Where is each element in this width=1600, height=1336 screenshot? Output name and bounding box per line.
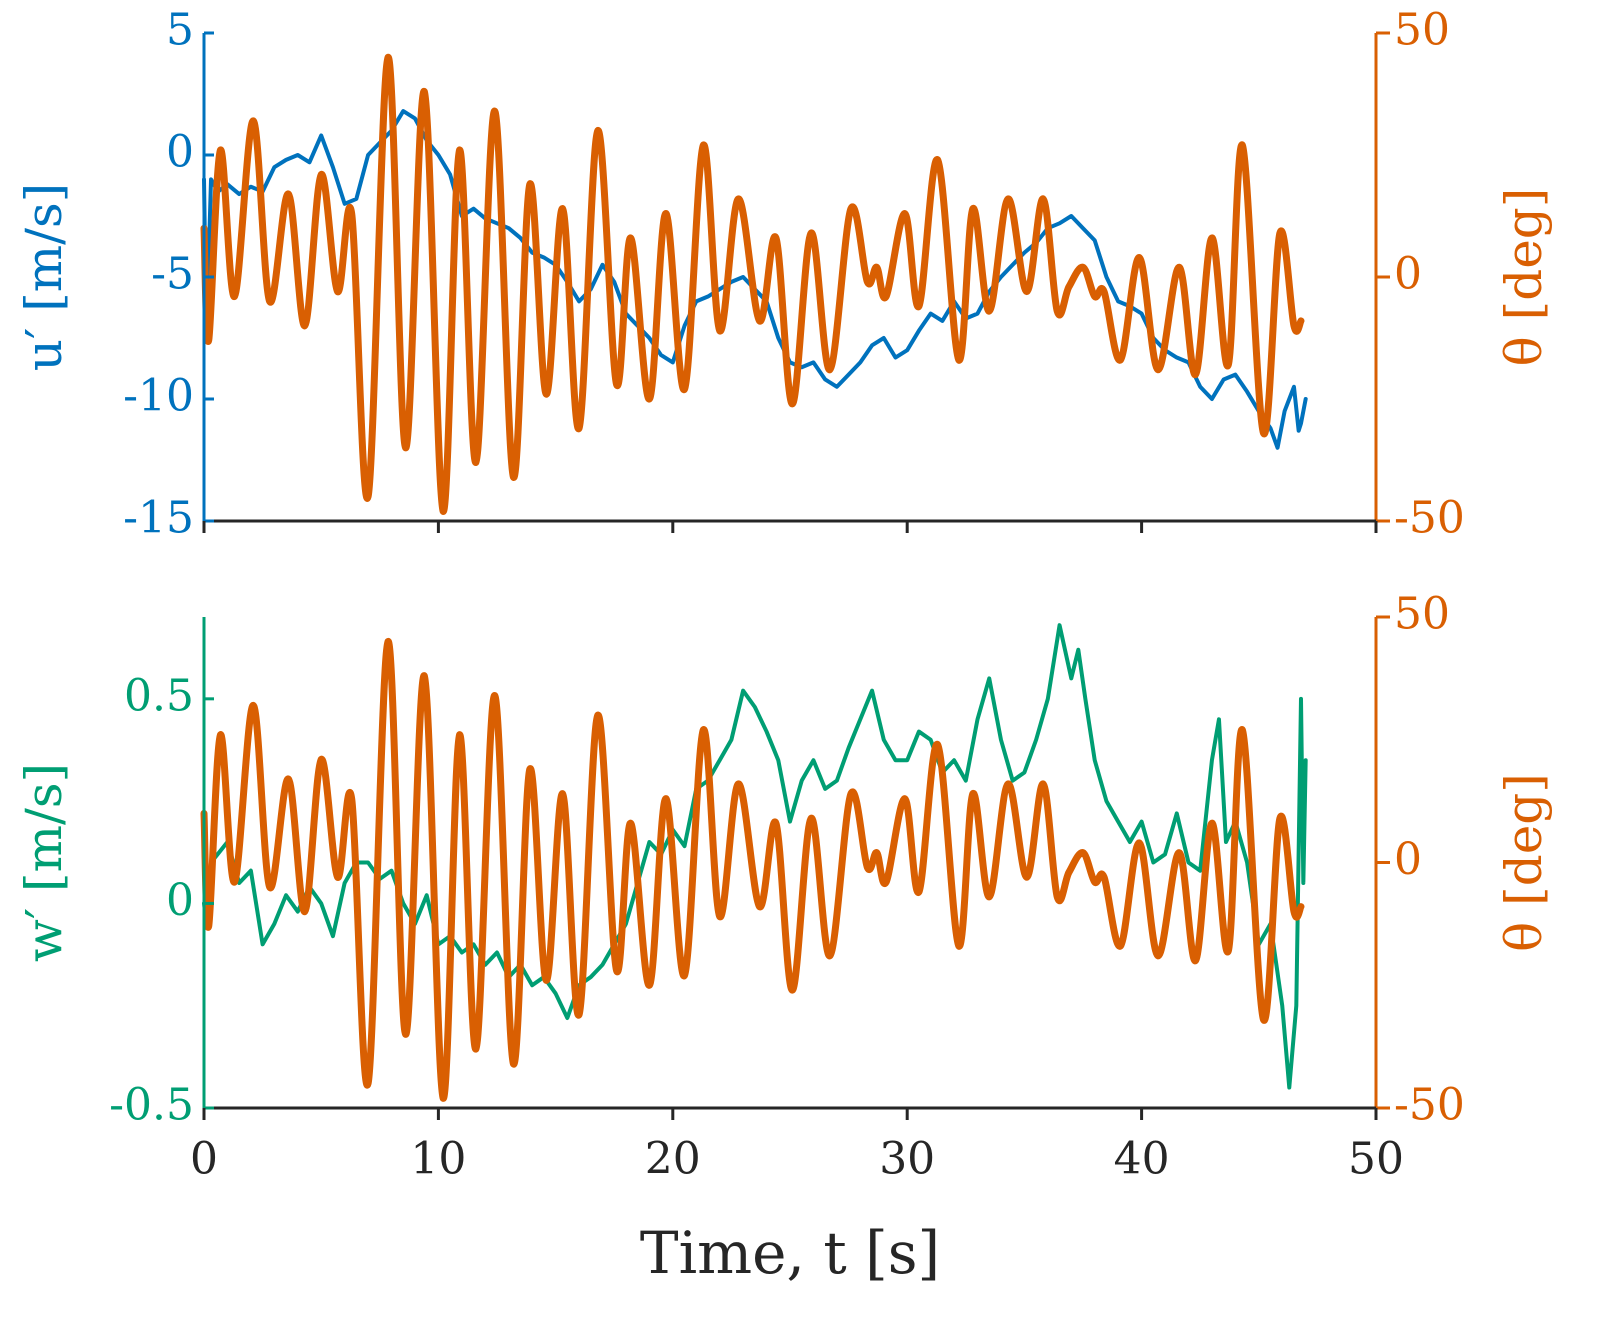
y-tick-label: -5 bbox=[151, 249, 194, 300]
y2-tick-label: -50 bbox=[1394, 493, 1465, 544]
y2-axis-label: θ [deg] bbox=[1495, 773, 1553, 952]
y2-tick-label: 0 bbox=[1394, 249, 1422, 300]
x-tick-label: 0 bbox=[190, 1134, 218, 1185]
y-tick-label: 5 bbox=[166, 5, 194, 56]
x-tick-label: 30 bbox=[879, 1134, 935, 1185]
y-tick-label: -15 bbox=[123, 493, 194, 544]
data-line bbox=[202, 623, 1308, 1090]
y-tick-label: -0.5 bbox=[109, 1080, 194, 1131]
x-axis-label: Time, t [s] bbox=[640, 1219, 940, 1287]
x-tick-label: 10 bbox=[410, 1134, 466, 1185]
y-axis-label: w′ [m/s] bbox=[15, 763, 73, 962]
y-tick-label: 0 bbox=[166, 127, 194, 178]
y-tick-label: 0.5 bbox=[124, 670, 194, 721]
y2-tick-label: -50 bbox=[1394, 1080, 1465, 1131]
x-tick-label: 20 bbox=[645, 1134, 701, 1185]
x-tick-label: 50 bbox=[1348, 1134, 1404, 1185]
y-axis-label: u′ [m/s] bbox=[15, 183, 73, 371]
y-tick-label: 0 bbox=[166, 875, 194, 926]
x-tick-label: 40 bbox=[1114, 1134, 1170, 1185]
data-line bbox=[200, 638, 1305, 1102]
y2-tick-label: 50 bbox=[1394, 5, 1450, 56]
y2-tick-label: 0 bbox=[1394, 834, 1422, 885]
data-line bbox=[200, 53, 1305, 515]
y2-tick-label: 50 bbox=[1394, 589, 1450, 640]
y-tick-label: -10 bbox=[123, 371, 194, 422]
y2-axis-label: θ [deg] bbox=[1495, 188, 1553, 367]
